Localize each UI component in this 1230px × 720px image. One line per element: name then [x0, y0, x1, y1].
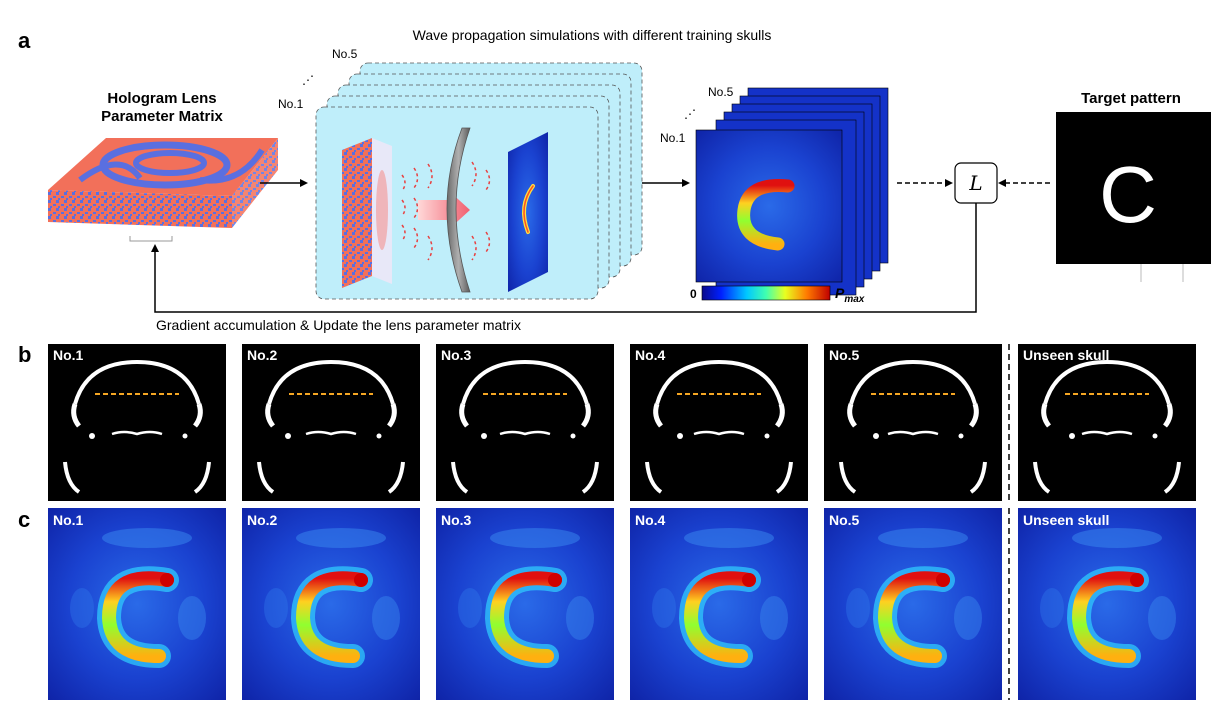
sim-stack-label-first: No.1: [278, 97, 304, 111]
skull-tile-label: No.4: [635, 347, 666, 363]
field-c-pattern: [101, 571, 174, 663]
field-tile-label: No.4: [635, 512, 666, 528]
skull-tile-label: Unseen skull: [1023, 347, 1109, 363]
skull-tile: No.2: [242, 344, 420, 501]
skull-tile-label: No.5: [829, 347, 860, 363]
sim-stack-label-last: No.5: [332, 47, 358, 61]
field-tile-label: No.2: [247, 512, 278, 528]
loss-symbol: L: [968, 171, 982, 195]
field-tile: No.2: [242, 508, 420, 700]
lens-title-line1: Hologram Lens: [107, 90, 216, 107]
sim-stack-dots: ⋰: [302, 73, 314, 87]
output-field-stack: No.5 ⋰ No.1 0 Pmax: [660, 85, 889, 305]
target-title: Target pattern: [1081, 90, 1181, 107]
sim-field-plane: [508, 132, 548, 292]
skull-outline: [849, 359, 977, 405]
output-field-front: [695, 129, 843, 283]
field-tile: No.3: [436, 508, 614, 700]
output-stack-label-last: No.5: [708, 85, 734, 99]
lens-front-face: [48, 190, 232, 228]
feedback-caption: Gradient accumulation & Update the lens …: [156, 317, 521, 333]
simulation-caption: Wave propagation simulations with differ…: [413, 27, 772, 43]
simulation-stack: Wave propagation simulations with differ…: [278, 27, 772, 300]
skull-tile: No.4: [630, 344, 808, 501]
sim-skull-plate: [446, 127, 471, 293]
skull-outline: [655, 359, 783, 405]
panel-c-field-row: No.1 No.2 No.3 No.4 No.5 Unseen skull: [48, 508, 1196, 700]
propagation-arrow: [418, 190, 470, 230]
skull-outline: [1043, 359, 1171, 405]
target-letter: C: [1099, 150, 1157, 239]
hologram-lens-block: Hologram Lens Parameter Matrix: [48, 90, 278, 242]
field-c-pattern: [683, 571, 756, 663]
field-c-pattern: [295, 571, 368, 663]
panel-b-letter: b: [18, 342, 31, 367]
feedback-loop-arrow: [154, 203, 977, 313]
panel-b-skull-row: No.1 No.2 No.3 No.4 No.5 Unseen skull: [48, 344, 1196, 501]
lens-side-face: [232, 138, 278, 228]
skull-outline: [267, 359, 395, 405]
sim-wavefronts: [401, 161, 491, 261]
skull-tile: Unseen skull: [1018, 344, 1196, 501]
skull-tile-label: No.2: [247, 347, 278, 363]
skull-tile: No.5: [824, 344, 1002, 501]
lens-ring-inner: [133, 150, 207, 176]
output-stack-dots: ⋰: [684, 107, 696, 121]
colorbar-min-label: 0: [690, 287, 697, 301]
field-tile: No.4: [630, 508, 808, 700]
field-tile-label: Unseen skull: [1023, 512, 1109, 528]
output-stack-label-first: No.1: [660, 131, 686, 145]
skull-tile: No.3: [436, 344, 614, 501]
skull-tile-label: No.1: [53, 347, 84, 363]
colorbar: [701, 285, 831, 301]
field-tile-label: No.1: [53, 512, 84, 528]
field-tile-label: No.3: [441, 512, 472, 528]
field-tile: No.1: [48, 508, 226, 700]
output-c-pattern: [737, 179, 795, 251]
panel-c-letter: c: [18, 507, 30, 532]
target-pattern-image: [1056, 112, 1211, 264]
field-tile: No.5: [824, 508, 1002, 700]
field-tile-label: No.5: [829, 512, 860, 528]
field-tile: Unseen skull: [1018, 508, 1196, 700]
panel-a-letter: a: [18, 28, 31, 53]
skull-outline: [73, 359, 201, 405]
sim-lens-plate: [342, 138, 372, 288]
field-c-pattern: [1071, 571, 1144, 663]
field-c-pattern: [877, 571, 950, 663]
lens-bracket: [129, 236, 173, 242]
skull-tile-label: No.3: [441, 347, 472, 363]
skull-tile: No.1: [48, 344, 226, 501]
lens-title-line2: Parameter Matrix: [101, 108, 223, 125]
skull-outline: [461, 359, 589, 405]
field-c-pattern: [489, 571, 562, 663]
colorbar-max-label: Pmax: [835, 285, 865, 305]
